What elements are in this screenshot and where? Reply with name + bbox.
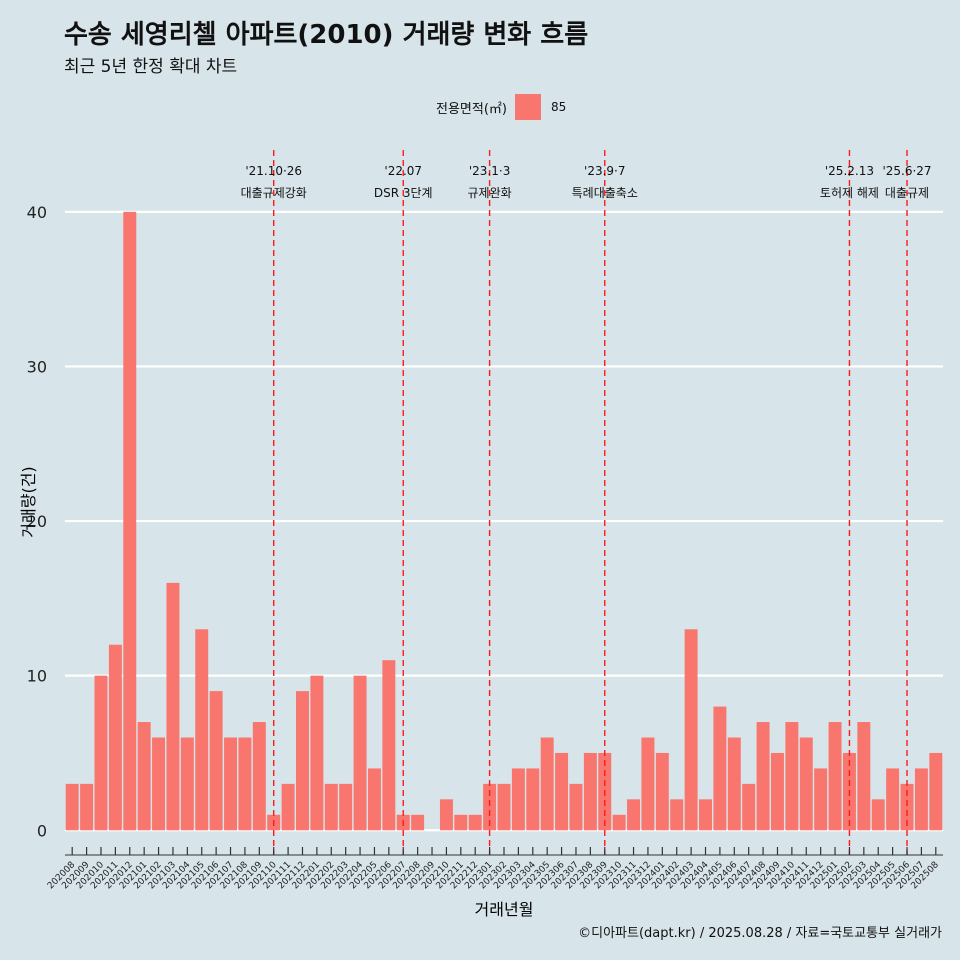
bar	[137, 722, 151, 831]
event-date-label: '21.10·26	[245, 164, 302, 178]
y-tick-label: 0	[37, 821, 47, 840]
bar	[94, 675, 108, 831]
bar	[540, 737, 554, 831]
bar	[799, 737, 813, 831]
bar	[914, 768, 928, 831]
event-label: 규제완화	[468, 186, 512, 200]
bar	[123, 211, 137, 831]
bar	[857, 722, 871, 831]
bar	[526, 768, 540, 831]
bar	[699, 799, 712, 831]
bar	[871, 799, 885, 831]
bar	[900, 783, 914, 831]
legend-label: 85	[550, 100, 567, 114]
bar	[814, 768, 828, 831]
event-label: 토허제 해제	[820, 186, 879, 200]
bar	[886, 768, 900, 831]
bar	[929, 752, 943, 831]
bar	[238, 737, 252, 831]
bar	[641, 737, 655, 831]
bar	[108, 644, 122, 831]
bar	[670, 799, 684, 831]
event-date-label: '25.6·27	[882, 164, 931, 178]
bar	[684, 629, 698, 831]
bar	[770, 752, 784, 831]
bar	[627, 799, 641, 831]
bar	[195, 629, 209, 831]
bar	[252, 722, 266, 831]
legend: 전용면적(㎡) 85	[436, 94, 566, 120]
bar	[296, 691, 309, 831]
bar	[166, 582, 180, 831]
y-tick-label: 30	[27, 357, 47, 376]
bar	[224, 737, 238, 831]
x-axis-title: 거래년월	[475, 900, 534, 919]
bar	[180, 737, 194, 831]
y-axis-title: 거래량(건)	[19, 466, 38, 537]
bar	[353, 675, 367, 831]
bar	[483, 783, 497, 831]
caption: ©디아파트(dapt.kr) / 2025.08.28 / 자료=국토교통부 실…	[578, 926, 942, 941]
legend-swatch	[514, 94, 541, 120]
bar	[742, 783, 756, 831]
bar	[468, 814, 482, 831]
event-label: DSR 3단계	[374, 186, 433, 200]
event-label: 대출규제	[885, 186, 929, 200]
bar	[324, 783, 338, 831]
bar	[339, 783, 353, 831]
event-date-label: '23.9·7	[584, 164, 625, 178]
bar	[655, 752, 669, 831]
y-tick-label: 10	[27, 667, 47, 686]
bar	[310, 675, 324, 831]
bar	[80, 783, 94, 831]
bar	[785, 722, 799, 831]
bar	[569, 783, 583, 831]
bar	[828, 722, 842, 831]
y-tick-label: 20	[27, 512, 47, 531]
event-date-label: '23.1·3	[469, 164, 510, 178]
bar	[583, 752, 597, 831]
bar	[152, 737, 166, 831]
chart-title: 수송 세영리첼 아파트(2010) 거래량 변화 흐름	[64, 20, 589, 50]
bar	[281, 783, 295, 831]
bar	[727, 737, 741, 831]
bar	[612, 814, 626, 831]
bar	[65, 783, 79, 831]
bar	[511, 768, 525, 831]
bar	[555, 752, 569, 831]
legend-title: 전용면적(㎡)	[436, 101, 507, 117]
bar	[382, 660, 396, 831]
event-date-label: '22.07	[384, 164, 422, 178]
bar	[713, 706, 727, 831]
y-tick-label: 40	[27, 203, 47, 222]
bar	[756, 722, 770, 831]
event-label: 대출규제강화	[241, 186, 307, 200]
bar	[411, 814, 425, 831]
bar	[454, 814, 468, 831]
bar	[497, 783, 511, 831]
event-date-label: '25.2.13	[825, 164, 874, 178]
bar	[209, 691, 223, 831]
bar	[439, 799, 453, 831]
bar	[367, 768, 381, 831]
event-label: 특례대출축소	[572, 186, 638, 200]
chart-subtitle: 최근 5년 한정 확대 차트	[64, 57, 238, 77]
